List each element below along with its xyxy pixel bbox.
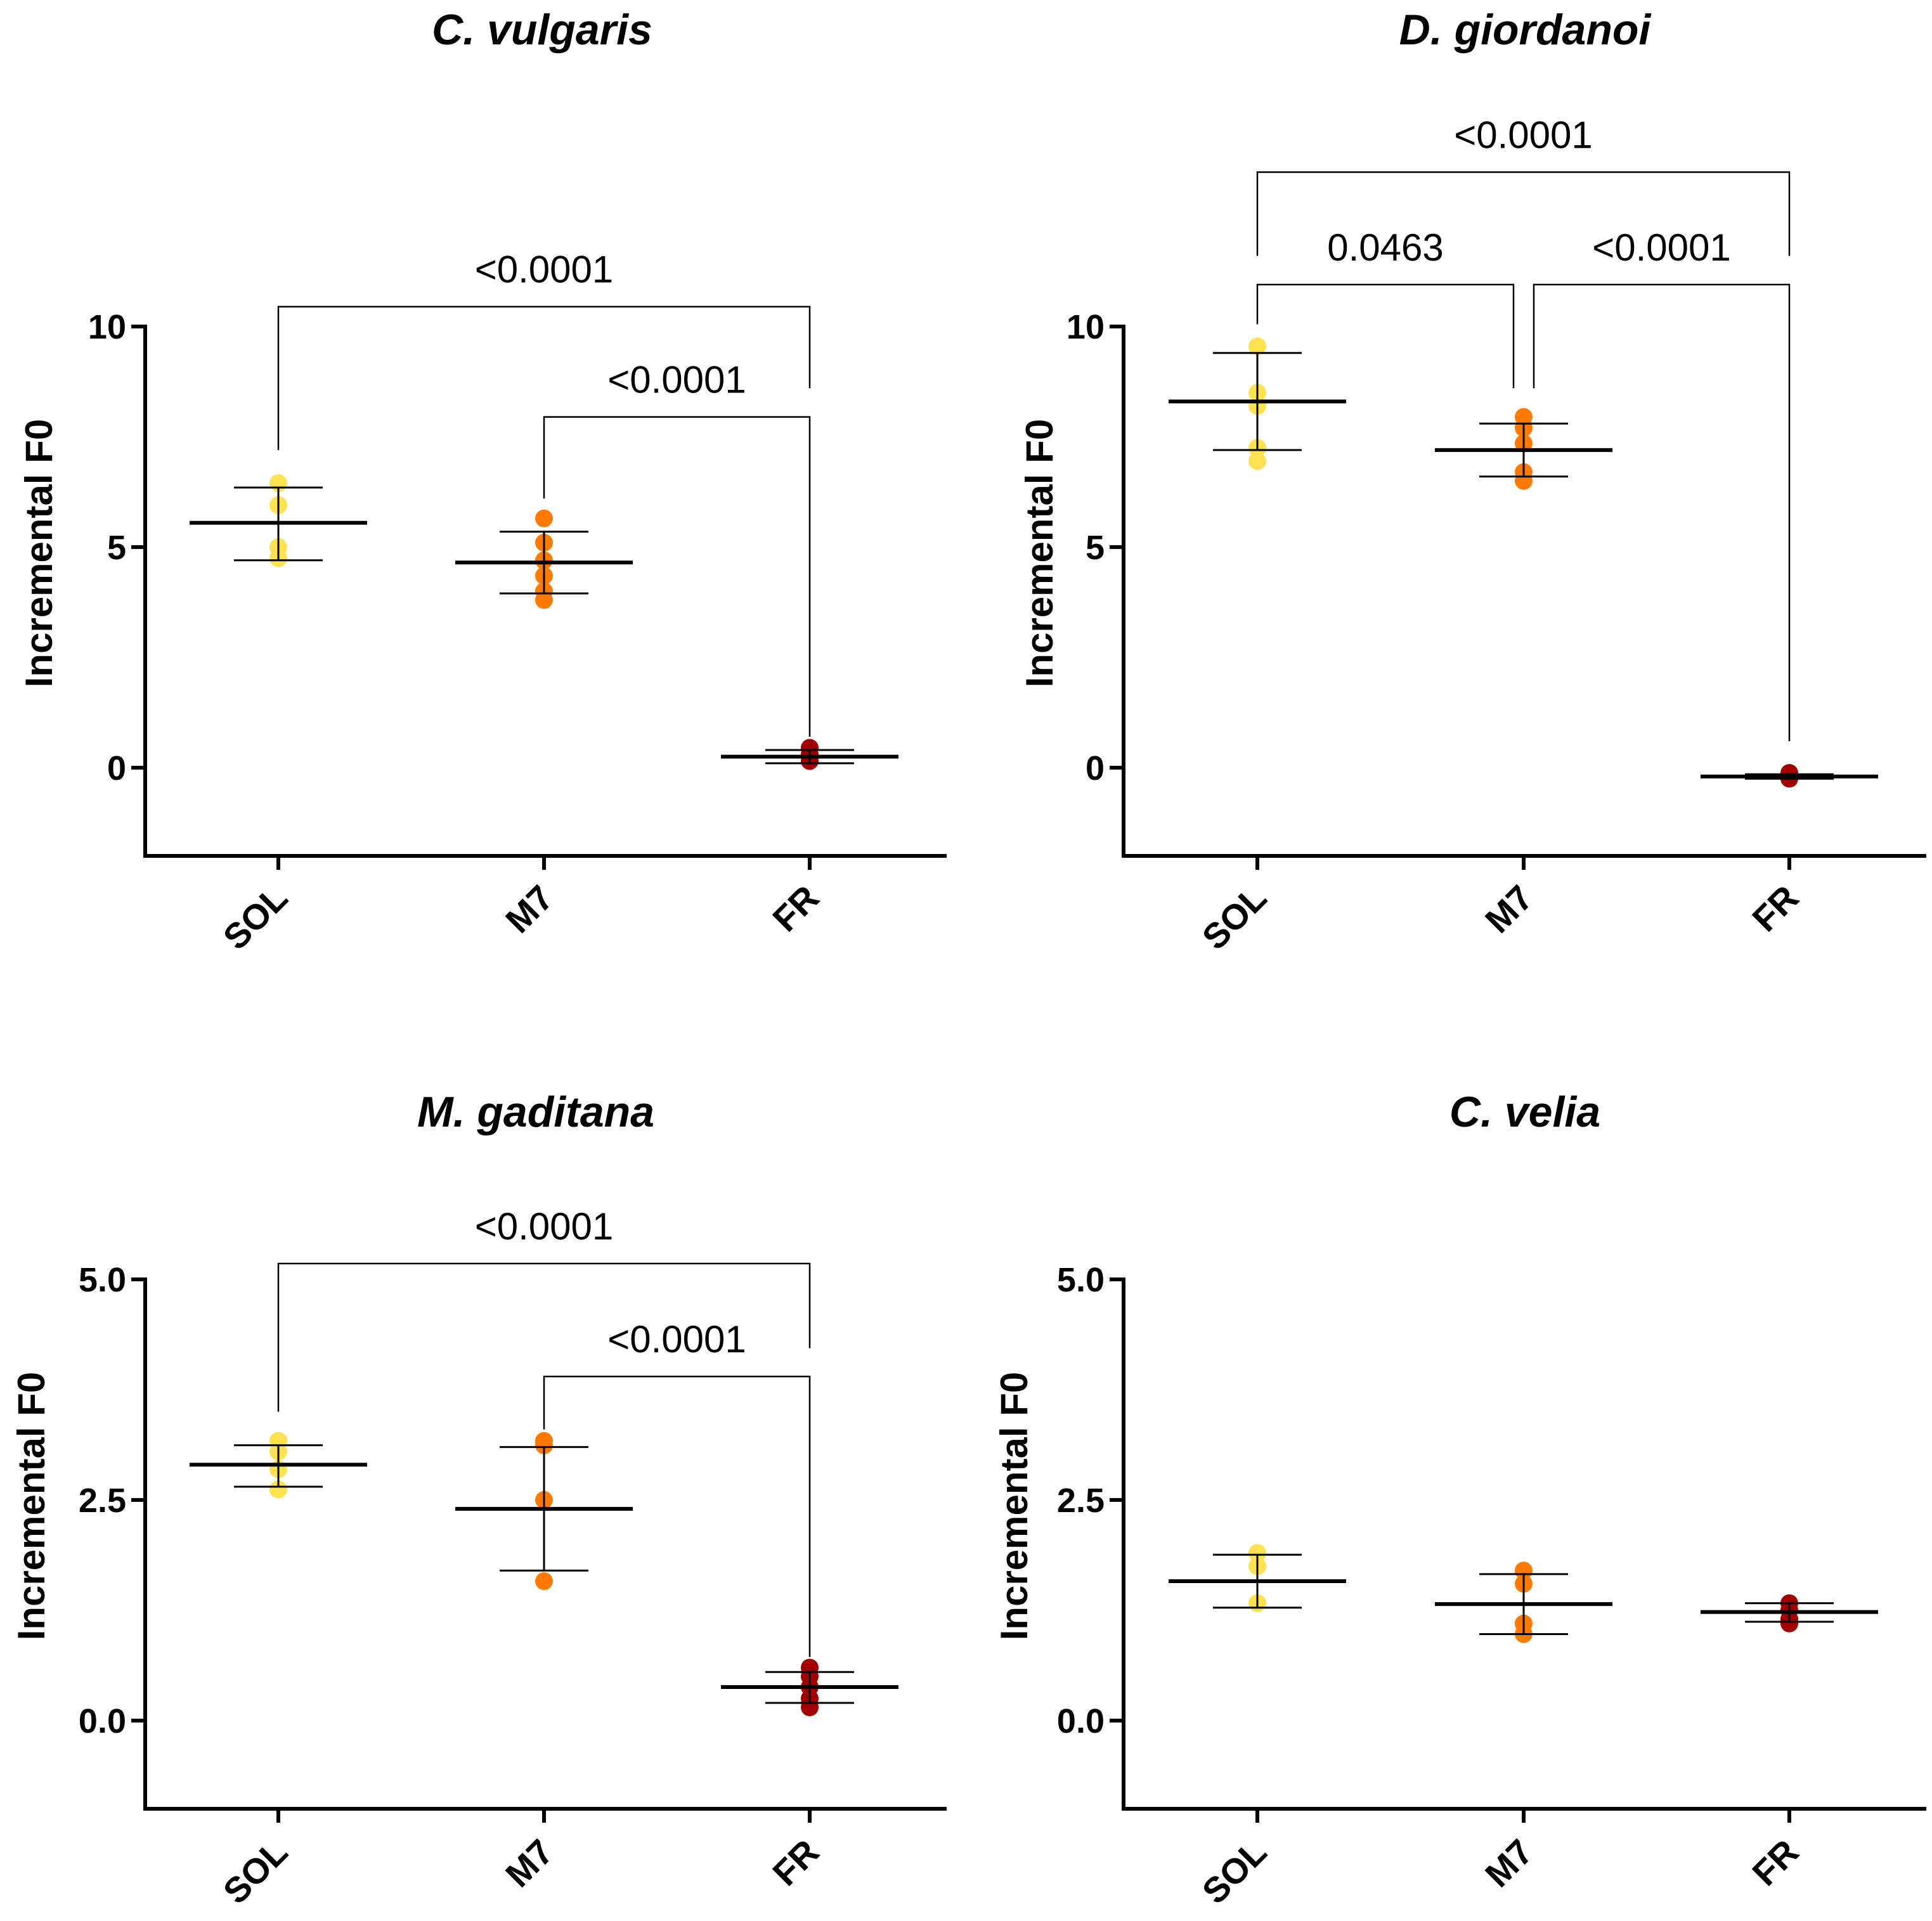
data-point — [535, 591, 553, 609]
group-fr — [1701, 764, 1878, 788]
panel-4: C. velia Incremental F0 0.0 2.5 5.0 SOL M7 FR — [993, 1088, 1926, 1911]
significance-bracket: <0.0001 — [1256, 113, 1791, 256]
panel-1: C. vulgaris Incremental F0 0 5 10 SOL M7 FR <0.0… — [18, 6, 947, 957]
y-tick-label: 5.0 — [79, 1261, 126, 1299]
p-value-label: <0.0001 — [475, 1205, 614, 1248]
y-tick-label: 0 — [107, 749, 126, 787]
y-axis-label: Incremental F0 — [1018, 419, 1061, 688]
x-tick-label-m7: M7 — [1477, 1832, 1541, 1895]
bracket-line — [277, 1262, 811, 1412]
y-tick-label: 10 — [88, 308, 126, 346]
significance-bracket: <0.0001 — [277, 249, 811, 450]
x-tick-label-sol: SOL — [216, 1832, 295, 1911]
chart-title: M. gaditana — [417, 1088, 654, 1136]
bracket-line — [543, 416, 811, 737]
y-tick-label: 5.0 — [1057, 1261, 1105, 1299]
x-tick-label-sol: SOL — [216, 877, 295, 957]
group-sol — [190, 1432, 367, 1499]
bracket-line — [277, 306, 811, 450]
group-fr — [721, 1659, 898, 1716]
significance-bracket: 0.0463 — [1256, 226, 1515, 389]
p-value-label: <0.0001 — [607, 359, 746, 401]
y-tick-label: 10 — [1066, 308, 1105, 346]
p-value-label: <0.0001 — [1592, 226, 1731, 269]
data-point — [535, 1572, 553, 1590]
x-tick-label-fr: FR — [765, 1832, 826, 1893]
p-value-label: <0.0001 — [1454, 113, 1593, 156]
significance-bracket: <0.0001 — [543, 1318, 811, 1657]
group-sol — [1169, 1544, 1346, 1612]
x-tick-label-m7: M7 — [1477, 877, 1541, 941]
data-point — [1248, 452, 1266, 470]
y-tick-label: 0 — [1086, 749, 1105, 787]
x-tick-label-m7: M7 — [498, 1832, 561, 1895]
panel-3: M. gaditana Incremental F0 0.0 2.5 5.0 SOL M7 F… — [10, 1088, 947, 1911]
x-tick-label-fr: FR — [765, 877, 826, 939]
group-m7 — [1435, 1562, 1612, 1643]
axes — [1122, 1277, 1926, 1811]
data-point — [535, 1436, 553, 1454]
p-value-label: <0.0001 — [607, 1318, 746, 1361]
y-axis-label: Incremental F0 — [993, 1372, 1035, 1641]
group-m7 — [455, 1432, 633, 1590]
axes — [1122, 325, 1926, 858]
x-tick-label-fr: FR — [1744, 1832, 1806, 1893]
chart-title: D. giordanoi — [1399, 6, 1652, 54]
y-axis-label: Incremental F0 — [10, 1372, 53, 1641]
y-axis-label: Incremental F0 — [18, 419, 60, 688]
x-tick-label-sol: SOL — [1195, 877, 1274, 957]
x-tick-label-fr: FR — [1744, 877, 1806, 939]
bracket-line — [1256, 283, 1515, 389]
chart-title: C. vulgaris — [432, 6, 652, 54]
axes — [143, 325, 947, 858]
data-point — [1248, 1544, 1266, 1562]
bracket-line — [1533, 283, 1791, 742]
y-tick-label: 2.5 — [1057, 1482, 1105, 1520]
data-point — [535, 509, 553, 527]
data-point — [1248, 337, 1266, 356]
significance-bracket: <0.0001 — [1533, 226, 1791, 742]
y-tick-label: 2.5 — [79, 1482, 126, 1520]
significance-bracket: <0.0001 — [277, 1205, 811, 1412]
y-tick-label: 0.0 — [1057, 1702, 1105, 1740]
panel-2: D. giordanoi Incremental F0 0 5 10 SOL M7 FR <0.… — [1018, 6, 1926, 957]
x-tick-label-sol: SOL — [1195, 1832, 1274, 1911]
y-tick-label: 5 — [1086, 529, 1105, 567]
data-point — [1780, 1614, 1798, 1633]
x-tick-label-m7: M7 — [498, 877, 561, 941]
significance-bracket: <0.0001 — [543, 359, 811, 737]
p-value-label: <0.0001 — [475, 249, 614, 291]
group-m7 — [1435, 408, 1612, 490]
group-fr — [1701, 1594, 1878, 1633]
axes — [143, 1277, 947, 1811]
data-point — [269, 1480, 287, 1499]
group-sol — [190, 474, 367, 567]
p-value-label: 0.0463 — [1327, 226, 1444, 269]
group-sol — [1169, 337, 1346, 470]
y-tick-label: 5 — [107, 529, 126, 567]
group-m7 — [455, 509, 633, 609]
group-fr — [721, 739, 898, 770]
bracket-line — [1256, 171, 1791, 256]
chart-title: C. velia — [1449, 1088, 1600, 1136]
y-tick-label: 0.0 — [79, 1702, 126, 1740]
bracket-line — [543, 1375, 811, 1657]
